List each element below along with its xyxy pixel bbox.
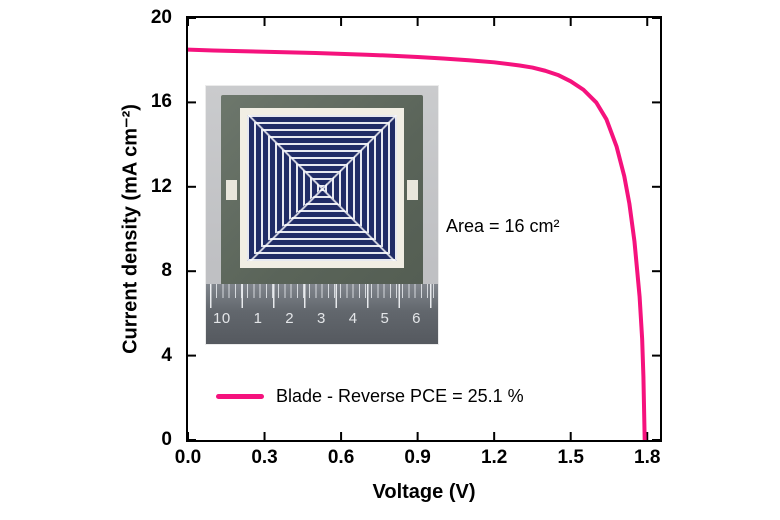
- jv-curve-svg: [188, 18, 660, 440]
- contact-tab-right: [407, 180, 418, 200]
- legend-label: Blade - Reverse PCE = 25.1 %: [276, 385, 524, 406]
- x-tick-label: 1.2: [480, 447, 508, 468]
- y-tick-label: 16: [150, 91, 172, 113]
- x-tick-label: 0.9: [404, 447, 431, 468]
- contact-tab-left: [226, 180, 237, 200]
- y-axis-tick-labels: 0 4 8 12 16 20: [112, 7, 176, 450]
- jv-curve: [188, 47, 647, 440]
- x-tick-label: 1.5: [557, 447, 584, 468]
- ruler-number: 1: [253, 310, 263, 327]
- area-annotation: Area = 16 cm²: [446, 216, 560, 236]
- y-tick-label: 4: [161, 344, 172, 366]
- y-axis-title: Current density (mA cm⁻²): [119, 104, 142, 354]
- x-tick-label: 0.0: [174, 447, 202, 468]
- legend-line-swatch: [216, 393, 264, 399]
- legend: Blade - Reverse PCE = 25.1 %: [216, 384, 524, 408]
- ruler-number: 3: [317, 310, 326, 327]
- glass-substrate: [221, 95, 423, 285]
- ruler-number: 2: [285, 310, 295, 327]
- ruler: 10 1 2 3 4 5 6: [206, 284, 438, 344]
- ruler-numbers: 10 1 2 3 4 5 6: [206, 310, 438, 327]
- y-tick-label: 8: [161, 260, 172, 282]
- x-axis-tick-labels: 0.0 0.3 0.6 0.9 1.2 1.5 1.8: [175, 447, 661, 473]
- x-tick-label: 0.3: [251, 447, 278, 468]
- ruler-major-ticks: [210, 284, 434, 308]
- ruler-number: 10: [213, 310, 231, 327]
- cell-frame: [240, 108, 404, 268]
- plot-area: 10 1 2 3 4 5 6 Area = 16 cm² Blade - Reverse P…: [186, 16, 662, 442]
- ruler-number: 4: [348, 310, 358, 327]
- x-axis-title: Voltage (V): [372, 481, 476, 503]
- electrode-pattern: [247, 115, 397, 261]
- y-tick-label: 20: [150, 7, 172, 28]
- ruler-number: 5: [380, 310, 390, 327]
- x-tick-label: 0.6: [327, 447, 355, 468]
- inset-photo: 10 1 2 3 4 5 6: [206, 86, 438, 344]
- y-tick-label: 0: [161, 429, 172, 450]
- x-tick-label: 1.8: [634, 447, 661, 468]
- y-tick-label: 12: [150, 175, 172, 197]
- ruler-number: 6: [412, 310, 421, 327]
